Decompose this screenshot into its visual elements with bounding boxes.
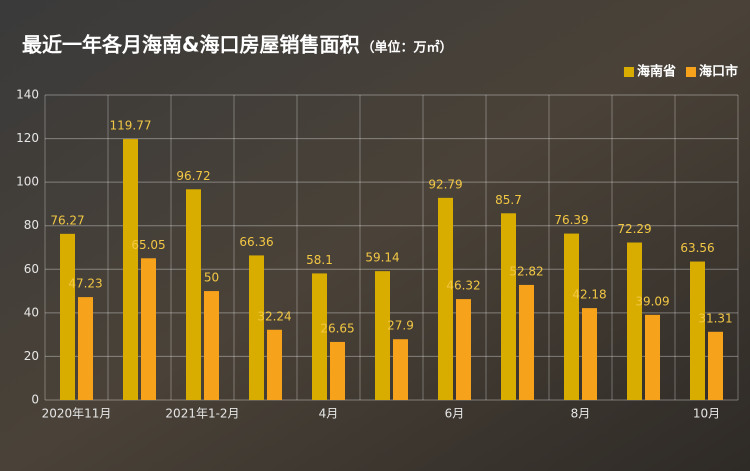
bar [375, 271, 390, 400]
y-tick-label: 140 [16, 88, 39, 102]
value-label: 50 [204, 271, 219, 285]
x-tick-label: 8月 [571, 407, 591, 421]
y-tick-label: 80 [24, 218, 39, 232]
value-label: 72.29 [617, 222, 651, 236]
value-label: 58.1 [306, 253, 333, 267]
y-tick-label: 60 [24, 262, 39, 276]
bar [393, 339, 408, 400]
y-tick-label: 120 [16, 131, 39, 145]
bar [564, 233, 579, 400]
value-label: 52.82 [509, 264, 543, 278]
y-tick-label: 0 [31, 393, 39, 407]
bar [519, 284, 534, 400]
bar [330, 341, 345, 400]
y-tick-label: 20 [24, 349, 39, 363]
value-label: 59.14 [365, 251, 399, 265]
bar [123, 139, 138, 400]
bar [690, 261, 705, 400]
chart-title: 最近一年各月海南&海口房屋销售面积 [22, 33, 359, 57]
legend-swatch [685, 67, 696, 77]
bar [141, 258, 156, 400]
bar [627, 242, 642, 400]
x-tick-label: 4月 [319, 407, 339, 421]
value-label: 42.18 [572, 288, 606, 302]
bar [312, 273, 327, 400]
x-tick-label: 2021年1-2月 [165, 407, 239, 421]
value-label: 96.72 [176, 169, 210, 183]
legend-swatch [623, 67, 634, 77]
value-label: 76.39 [554, 213, 588, 227]
bar [186, 189, 201, 400]
y-tick-label: 40 [24, 305, 39, 319]
value-label: 39.09 [635, 294, 669, 308]
value-label: 92.79 [428, 177, 462, 191]
bar [501, 213, 516, 400]
value-label: 46.32 [446, 279, 480, 293]
value-label: 31.31 [698, 311, 732, 325]
y-tick-label: 100 [16, 175, 39, 189]
bar [708, 331, 723, 400]
chart-subtitle: （单位：万㎡） [361, 40, 452, 56]
x-tick-label: 2020年11月 [42, 407, 112, 421]
bar [438, 197, 453, 400]
value-label: 65.05 [131, 238, 165, 252]
value-label: 26.65 [320, 321, 354, 335]
bar [267, 329, 282, 400]
bar [60, 233, 75, 400]
bar [645, 314, 660, 400]
bar [78, 297, 93, 400]
bar [204, 291, 219, 400]
bar [456, 299, 471, 400]
value-label: 47.23 [68, 277, 102, 291]
value-label: 63.56 [680, 241, 714, 255]
value-label: 76.27 [50, 213, 84, 227]
x-tick-label: 6月 [445, 407, 465, 421]
value-label: 27.9 [387, 319, 414, 333]
value-label: 66.36 [239, 235, 273, 249]
legend-label: 海口市 [699, 64, 738, 80]
value-label: 85.7 [495, 193, 522, 207]
value-label: 119.77 [110, 119, 152, 133]
x-tick-label: 10月 [693, 407, 720, 421]
value-label: 32.24 [257, 309, 291, 323]
bar [582, 308, 597, 400]
bar [249, 255, 264, 400]
legend-label: 海南省 [637, 64, 676, 80]
